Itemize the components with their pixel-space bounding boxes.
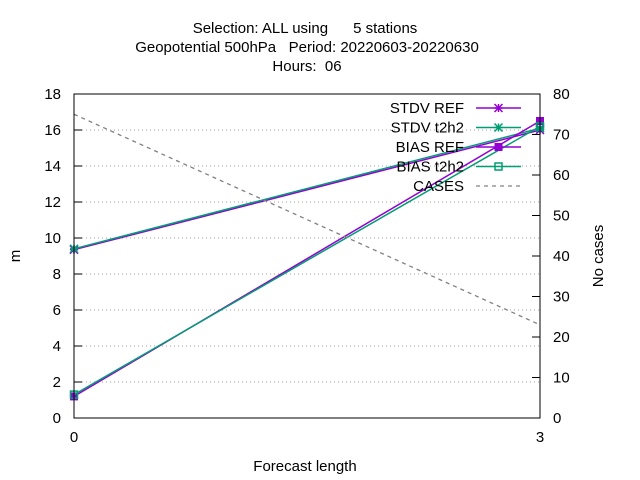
legend-label-0: STDV REF [390,100,464,117]
y-tick-label-2: 4 [53,338,61,355]
y2-tick-label-8: 80 [553,86,570,103]
title-line-2: Geopotential 500hPa Period: 20220603-202… [135,39,479,56]
title-line-3: Hours: 06 [272,58,341,75]
y-tick-label-7: 14 [44,158,61,175]
y2-tick-label-4: 40 [553,248,570,265]
title-line-1: Selection: ALL using 5 stations [193,20,418,37]
y2-tick-label-3: 30 [553,289,570,306]
y-tick-label-4: 8 [53,266,61,283]
y-axis-label: m [7,250,24,263]
y2-tick-label-1: 10 [553,370,570,387]
y2-tick-label-6: 60 [553,167,570,184]
y-tick-label-0: 0 [53,410,61,427]
series-line-4 [73,113,541,326]
y2-tick-label-5: 50 [553,208,570,225]
y2-tick-label-0: 0 [553,410,561,427]
y-tick-label-3: 6 [53,302,61,319]
y-tick-label-9: 18 [44,86,61,103]
legend-label-4: CASES [413,178,464,195]
legend-label-1: STDV t2h2 [391,120,464,137]
legend-marker-1 [493,122,504,133]
x-tick-label-0: 0 [70,429,78,446]
plot-frame [73,93,541,419]
chart-title: Selection: ALL using 5 stations Geopoten… [135,20,479,75]
y-tick-label-8: 16 [44,122,61,139]
series-line-3 [73,125,541,396]
series-layer [69,113,545,401]
grid [74,129,540,383]
y-tick-label-5: 10 [44,230,61,247]
legend-label-2: BIAS REF [396,139,464,156]
x-tick-label-1: 3 [536,429,544,446]
y-tick-label-6: 12 [44,194,61,211]
legend-marker-2 [494,143,503,151]
y2-tick-label-2: 20 [553,329,570,346]
legend-label-3: BIAS t2h2 [396,159,464,176]
legend-marker-0 [493,103,504,113]
series-line-0 [73,129,541,251]
y2-tick-label-7: 70 [553,127,570,144]
legend: STDV REF STDV t2h2 BIAS REF BIAS t2h2 CASES [390,100,521,195]
y2-axis-label: No cases [590,225,607,288]
legend-marker-3 [494,162,503,171]
series-line-1 [73,127,541,250]
y-tick-label-1: 2 [53,374,61,391]
x-axis-label: Forecast length [253,458,356,475]
